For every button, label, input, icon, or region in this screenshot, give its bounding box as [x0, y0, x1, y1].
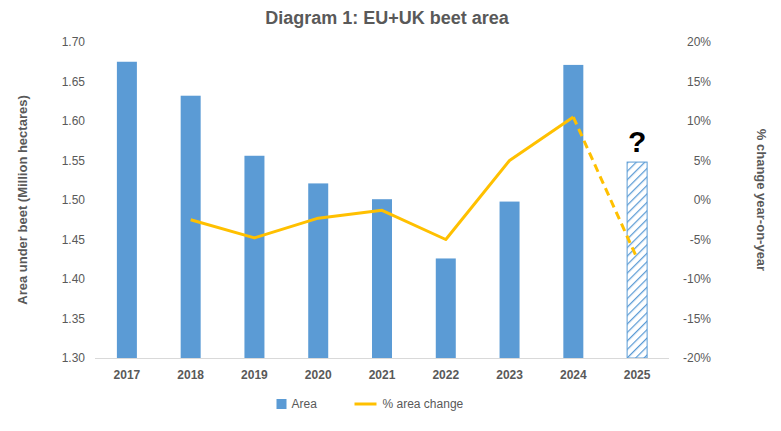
annotation: ? — [628, 125, 646, 158]
x-tick-label: 2021 — [369, 368, 396, 382]
x-axis — [95, 358, 669, 359]
bar — [308, 183, 328, 358]
y2-tick-label: 20% — [687, 35, 711, 49]
x-tick-label: 2020 — [305, 368, 332, 382]
y-tick-label: 1.50 — [62, 193, 86, 207]
y2-tick-label: -15% — [683, 312, 711, 326]
title: Diagram 1: EU+UK beet area — [265, 8, 510, 28]
legend-swatch — [277, 399, 287, 409]
legend-label: % area change — [383, 397, 464, 411]
y2-axis-label: % change year-on-year — [754, 129, 769, 271]
y-tick-label: 1.55 — [62, 154, 86, 168]
bar — [117, 62, 137, 358]
y-tick-label: 1.65 — [62, 75, 86, 89]
y2-tick-label: -20% — [683, 351, 711, 365]
legend: Area % area change — [277, 397, 464, 411]
y-tick-label: 1.45 — [62, 233, 86, 247]
x-tick-label: 2023 — [496, 368, 523, 382]
x-tick-label: 2019 — [241, 368, 268, 382]
x-tick-label: 2018 — [177, 368, 204, 382]
y2-tick-label: -10% — [683, 272, 711, 286]
y2-tick-label: 15% — [687, 75, 711, 89]
y-tick-label: 1.35 — [62, 312, 86, 326]
y-tick-label: 1.40 — [62, 272, 86, 286]
bar — [244, 156, 264, 358]
bar — [436, 258, 456, 358]
bar — [500, 202, 520, 358]
x-tick-label: 2017 — [114, 368, 141, 382]
y-tick-label: 1.60 — [62, 114, 86, 128]
bar — [181, 96, 201, 358]
legend-swatch — [355, 403, 377, 406]
y-tick-label: 1.70 — [62, 35, 86, 49]
bar — [372, 199, 392, 358]
chart: Diagram 1: EU+UK beet area 1.30 1.35 1.40 1.… — [0, 0, 781, 431]
x-tick-label: 2022 — [432, 368, 459, 382]
bar — [627, 162, 647, 358]
y2-tick-label: 0% — [694, 193, 712, 207]
y2-tick-label: 5% — [694, 154, 712, 168]
y2-tick-label: 10% — [687, 114, 711, 128]
y2-tick-label: -5% — [690, 233, 712, 247]
line — [191, 117, 574, 239]
y-axis-label: Area under beet (Million hectares) — [15, 95, 30, 305]
legend-label: Area — [292, 397, 318, 411]
y-tick-label: 1.30 — [62, 351, 86, 365]
bar — [563, 65, 583, 358]
plot-area — [117, 62, 647, 358]
x-tick-label: 2024 — [560, 368, 587, 382]
x-tick-label: 2025 — [624, 368, 651, 382]
